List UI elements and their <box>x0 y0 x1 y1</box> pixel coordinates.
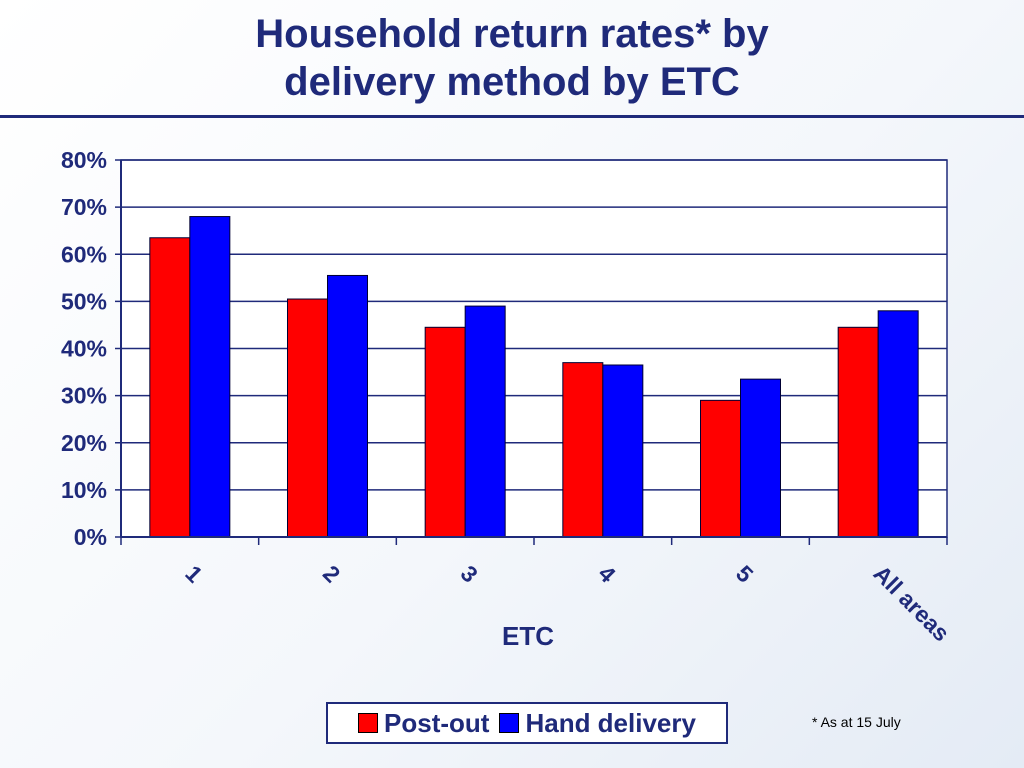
y-tick-label: 10% <box>61 477 107 503</box>
bar-chart: 0% 10% 20% 30% 40% 50% 60% 70% 80% 1 2 3 4 5 All areas… <box>61 147 955 651</box>
y-tick-label: 50% <box>61 288 107 314</box>
bar-post-out <box>700 399 741 538</box>
legend-item-hand-delivery: Hand delivery <box>499 708 696 739</box>
hand-delivery-swatch <box>499 713 520 733</box>
y-tick-label: 0% <box>74 524 107 550</box>
legend-item-post-out: Post-out <box>358 708 489 739</box>
bar-post-out <box>424 326 466 538</box>
y-tick-label: 40% <box>61 336 107 362</box>
bar-post-out <box>287 298 328 538</box>
y-tick-label: 20% <box>61 430 107 456</box>
bar-hand-delivery <box>189 216 231 538</box>
title-line-1: Household return rates* by <box>255 12 769 56</box>
legend-label-post-out: Post-out <box>384 707 490 738</box>
bar-post-out <box>837 326 879 538</box>
y-tick-label: 80% <box>61 147 107 173</box>
bar-hand-delivery <box>464 305 506 538</box>
bar-hand-delivery <box>877 310 919 538</box>
x-tick-label: 3 <box>456 560 483 587</box>
title-divider <box>0 115 1024 118</box>
bar-hand-delivery <box>602 364 644 538</box>
chart-title: Household return rates* by delivery meth… <box>0 10 1024 106</box>
bar-post-out <box>562 362 604 538</box>
legend-label-hand-delivery: Hand delivery <box>525 707 696 738</box>
chart-legend: Post-out Hand delivery <box>326 702 728 744</box>
title-line-2: delivery method by ETC <box>284 60 740 104</box>
y-tick-label: 70% <box>61 194 107 220</box>
bar-hand-delivery <box>327 274 368 538</box>
x-tick-label: 4 <box>593 560 621 588</box>
y-tick-label: 60% <box>61 241 107 267</box>
x-axis-title: ETC <box>502 621 554 651</box>
bar-post-out <box>149 237 191 538</box>
bar-hand-delivery <box>740 378 781 538</box>
footnote: * As at 15 July <box>812 714 901 730</box>
x-tick-label: 1 <box>180 560 208 588</box>
x-tick-label: 2 <box>318 560 345 587</box>
y-tick-label: 30% <box>61 383 107 409</box>
post-out-swatch <box>358 713 379 733</box>
x-tick-label: All areas <box>869 560 955 646</box>
x-tick-label: 5 <box>731 560 759 588</box>
